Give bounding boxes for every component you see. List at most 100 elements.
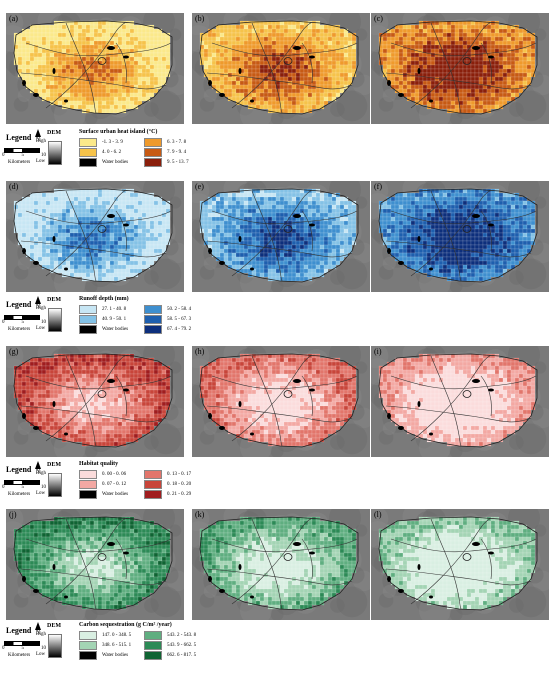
grid-cell	[518, 64, 524, 70]
grid-cell	[422, 80, 428, 86]
grid-cell	[454, 72, 460, 78]
grid-cell	[462, 100, 468, 106]
grid-cell	[347, 60, 353, 66]
grid-cell	[470, 196, 476, 202]
grid-cell	[133, 216, 139, 222]
grid-cell	[283, 32, 289, 38]
grid-cell	[418, 76, 424, 82]
grid-cell	[141, 228, 147, 234]
road-line	[430, 190, 462, 282]
grid-cell	[85, 272, 91, 278]
grid-cell	[153, 200, 159, 206]
grid-cell	[398, 228, 404, 234]
grid-cell	[235, 40, 241, 46]
road-line	[480, 42, 492, 84]
grid-cell	[41, 28, 47, 34]
grid-cell	[331, 208, 337, 214]
grid-cell	[93, 48, 99, 54]
grid-cell	[251, 204, 257, 210]
grid-cell	[137, 72, 143, 78]
grid-cell	[490, 204, 496, 210]
grid-cell	[287, 252, 293, 258]
grid-cell	[303, 100, 309, 106]
grid-cell	[486, 244, 492, 250]
grid-cell	[518, 52, 524, 58]
grid-cell	[530, 44, 536, 50]
grid-cell	[215, 204, 221, 210]
grid-cell	[219, 36, 225, 42]
grid-cell	[25, 244, 31, 250]
grid-cell	[81, 80, 87, 86]
grid-cell	[414, 192, 420, 198]
grid-cell	[315, 52, 321, 58]
grid-cell	[81, 200, 87, 206]
grid-cell	[33, 72, 39, 78]
grid-cell	[438, 264, 444, 270]
grid-cell	[502, 228, 508, 234]
grid-cell	[45, 240, 51, 246]
grid-cell	[65, 48, 71, 54]
grid-cell	[121, 44, 127, 50]
grid-cell	[105, 92, 111, 98]
grid-cell	[390, 244, 396, 250]
grid-cell	[434, 224, 440, 230]
grid-cell	[17, 208, 23, 214]
grid-cell	[21, 216, 27, 222]
grid-cell	[61, 248, 67, 254]
grid-cell	[414, 80, 420, 86]
grid-cell	[502, 196, 508, 202]
grid-cell	[474, 56, 480, 62]
grid-cell	[255, 96, 261, 102]
grid-cell	[251, 64, 257, 70]
dem-texture	[13, 265, 29, 280]
grid-cell	[109, 72, 115, 78]
grid-cell	[307, 88, 313, 94]
grid-cell	[77, 92, 83, 98]
grid-cell	[81, 196, 87, 202]
grid-cell	[145, 208, 151, 214]
grid-cell	[526, 200, 532, 206]
grid-cell	[77, 28, 83, 34]
grid-cell	[295, 56, 301, 62]
grid-cell	[386, 36, 392, 42]
grid-cell	[418, 88, 424, 94]
grid-cell	[129, 28, 135, 34]
grid-cell	[458, 196, 464, 202]
grid-cell	[137, 68, 143, 74]
grid-cell	[347, 244, 353, 250]
grid-cell	[275, 72, 281, 78]
grid-cell	[303, 260, 309, 266]
grid-cell	[145, 52, 151, 58]
grid-cell	[129, 92, 135, 98]
grid-cell	[125, 44, 131, 50]
legend-class: 67. 4 - 79. 2	[144, 325, 191, 334]
grid-cell	[462, 24, 468, 30]
grid-cell	[307, 192, 313, 198]
grid-cell	[69, 88, 75, 94]
grid-cell	[109, 196, 115, 202]
grid-cell	[462, 72, 468, 78]
grid-cell	[474, 248, 480, 254]
grid-cell	[482, 196, 488, 202]
grid-cell	[522, 200, 528, 206]
grid-cell	[45, 204, 51, 210]
legend-swatch	[144, 325, 162, 334]
grid-cell	[406, 228, 412, 234]
legend-word: Legend	[6, 300, 32, 309]
grid-cell	[53, 248, 59, 254]
grid-cell	[430, 240, 436, 246]
grid-cell	[426, 204, 432, 210]
grid-cell	[129, 96, 135, 102]
grid-cell	[137, 212, 143, 218]
grid-cell	[49, 200, 55, 206]
dem-texture	[17, 256, 31, 271]
grid-cell	[231, 196, 237, 202]
grid-cell	[335, 76, 341, 82]
grid-cell	[386, 236, 392, 242]
grid-cell	[418, 228, 424, 234]
grid-cell	[494, 232, 500, 238]
grid-cell	[319, 240, 325, 246]
grid-cell	[149, 64, 155, 70]
grid-cell	[434, 48, 440, 54]
grid-cell	[295, 64, 301, 70]
